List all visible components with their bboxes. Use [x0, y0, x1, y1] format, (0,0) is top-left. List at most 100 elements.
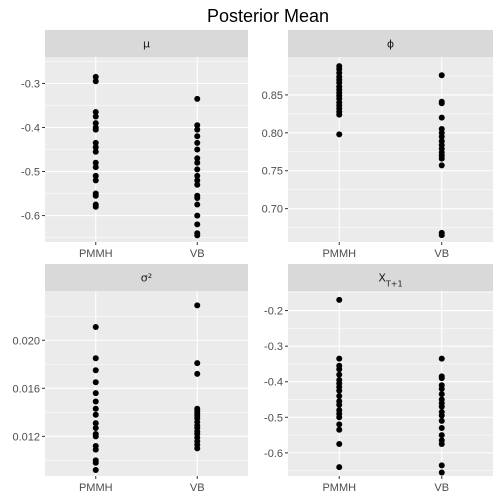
- y-tick-label: 0.70: [262, 204, 283, 216]
- data-point: [194, 159, 201, 166]
- data-point: [438, 403, 445, 410]
- data-point: [92, 177, 99, 184]
- data-point: [194, 95, 201, 102]
- data-point: [92, 148, 99, 155]
- facet-strip-subscript: T+1: [385, 279, 403, 288]
- y-tick-label: -0.5: [264, 412, 283, 424]
- data-point: [438, 391, 445, 398]
- data-point: [336, 387, 343, 394]
- data-point: [336, 440, 343, 447]
- y-tick-label: 0.85: [262, 90, 283, 102]
- data-point: [438, 417, 445, 424]
- facet-grid: μ -0.3 -0.4 -0.5 -0.6 PMMH VB ϕ 0.85 0.80 0.75 0.70…: [12, 30, 493, 494]
- data-point: [194, 181, 201, 188]
- x-tick-label: VB: [434, 482, 449, 494]
- data-point: [336, 426, 343, 433]
- data-point: [438, 114, 445, 121]
- data-point: [92, 390, 99, 397]
- data-point: [336, 296, 343, 303]
- y-tick-label: -0.2: [264, 306, 283, 318]
- data-point: [194, 201, 201, 208]
- y-tick-label: -0.3: [264, 341, 283, 353]
- facet-strip: [288, 264, 493, 291]
- panel-background: [288, 291, 493, 476]
- data-point: [194, 172, 201, 179]
- y-tick-label: 0.80: [262, 128, 283, 140]
- data-point: [438, 232, 445, 239]
- x-tick-label: VB: [190, 482, 205, 494]
- facet-strip-label: ϕ: [387, 38, 394, 51]
- data-point: [194, 232, 201, 239]
- data-point: [438, 155, 445, 162]
- data-point: [438, 440, 445, 447]
- data-point: [194, 139, 201, 146]
- data-point: [194, 370, 201, 377]
- data-point: [194, 155, 201, 162]
- data-point: [438, 385, 445, 392]
- data-point: [92, 144, 99, 151]
- data-point: [92, 424, 99, 431]
- y-tick-label: 0.75: [262, 166, 283, 178]
- y-tick-label: 0.016: [12, 383, 40, 395]
- data-point: [438, 469, 445, 476]
- data-point: [194, 126, 201, 133]
- data-point: [336, 355, 343, 362]
- data-point: [438, 355, 445, 362]
- data-point: [92, 126, 99, 133]
- y-tick-label: 0.012: [12, 431, 40, 443]
- data-point: [92, 203, 99, 210]
- data-point: [92, 411, 99, 418]
- data-point: [92, 73, 99, 80]
- data-point: [92, 446, 99, 453]
- data-point: [92, 433, 99, 440]
- data-point: [92, 405, 99, 412]
- data-point: [194, 221, 201, 228]
- y-tick-label: -0.6: [264, 448, 283, 460]
- data-point: [438, 72, 445, 79]
- data-point: [336, 464, 343, 471]
- data-point: [92, 355, 99, 362]
- data-point: [194, 177, 201, 184]
- data-point: [438, 424, 445, 431]
- data-point: [438, 100, 445, 107]
- panel-background: [45, 291, 248, 476]
- data-point: [92, 192, 99, 199]
- x-tick-label: PMMH: [79, 482, 113, 494]
- y-tick-label: -0.4: [21, 122, 40, 134]
- data-point: [92, 113, 99, 120]
- data-point: [194, 302, 201, 309]
- y-tick-label: -0.4: [264, 377, 283, 389]
- data-point: [92, 367, 99, 374]
- y-tick-label: -0.3: [21, 78, 40, 90]
- facet-strip: [288, 30, 493, 57]
- x-tick-label: PMMH: [322, 248, 356, 260]
- data-point: [438, 133, 445, 140]
- data-point: [336, 371, 343, 378]
- chart-title: Posterior Mean: [207, 6, 329, 26]
- x-tick-label: VB: [190, 248, 205, 260]
- data-point: [438, 412, 445, 419]
- data-point: [194, 194, 201, 201]
- x-tick-label: PMMH: [79, 248, 113, 260]
- data-point: [92, 379, 99, 386]
- data-point: [438, 375, 445, 382]
- data-point: [92, 172, 99, 179]
- facet-strip: [45, 264, 248, 291]
- facet-panel-1: μ -0.3 -0.4 -0.5 -0.6 PMMH VB: [21, 30, 248, 260]
- data-point: [336, 401, 343, 408]
- data-point: [194, 133, 201, 140]
- data-point: [194, 445, 201, 452]
- data-point: [438, 162, 445, 169]
- data-point: [194, 146, 201, 153]
- data-point: [336, 366, 343, 373]
- data-point: [92, 109, 99, 116]
- data-point: [336, 392, 343, 399]
- data-point: [92, 78, 99, 85]
- facet-panel-2: ϕ 0.85 0.80 0.75 0.70 PMMH VB: [262, 30, 493, 260]
- facet-strip: [45, 30, 248, 57]
- data-point: [336, 111, 343, 118]
- data-point: [92, 459, 99, 466]
- data-point: [194, 122, 201, 129]
- data-point: [92, 159, 99, 166]
